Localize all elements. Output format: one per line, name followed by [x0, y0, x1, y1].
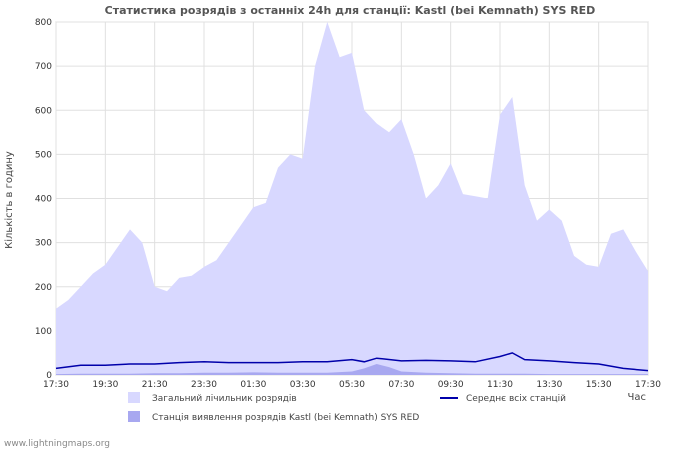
x-tick-label: 17:30	[43, 380, 69, 390]
x-tick-label: 03:30	[290, 380, 316, 390]
y-tick-label: 0	[46, 371, 52, 381]
line-series-2	[55, 352, 649, 372]
y-tick-labels: 0 100 200 300 400 500 600 700 800	[35, 18, 52, 381]
y-tick-label: 100	[35, 327, 52, 337]
x-axis-label: Час	[628, 392, 646, 403]
y-tick-label: 800	[35, 18, 52, 28]
x-tick-label: 07:30	[388, 380, 414, 390]
legend-label: Станція виявлення розрядів Kastl (bei Ke…	[152, 413, 419, 423]
y-tick-label: 300	[35, 239, 52, 249]
legend-label: Середнє всіх станцій	[466, 394, 566, 404]
legend-swatch	[128, 392, 140, 403]
y-tick-label: 500	[35, 150, 52, 160]
x-tick-label: 19:30	[92, 380, 118, 390]
x-tick-label: 17:30	[635, 380, 661, 390]
y-axis-label: Кількість в годину	[3, 151, 15, 249]
legend-swatch	[128, 411, 140, 422]
legend: Загальний лічильник розрядів Станція вияв…	[128, 392, 566, 423]
area-series-1	[56, 364, 648, 375]
legend-label: Загальний лічильник розрядів	[152, 394, 297, 404]
x-tick-label: 11:30	[487, 380, 513, 390]
x-tick-label: 13:30	[536, 380, 562, 390]
x-tick-labels: 17:30 19:30 21:30 23:30 01:30 03:30 05:30 07:30…	[43, 380, 661, 390]
y-tick-label: 400	[35, 195, 52, 205]
x-tick-label: 09:30	[438, 380, 464, 390]
series-group	[55, 22, 649, 375]
area-series-0	[56, 22, 648, 375]
x-tick-label: 01:30	[240, 380, 266, 390]
y-tick-label: 700	[35, 62, 52, 72]
x-tick-label: 21:30	[142, 380, 168, 390]
y-tick-label: 600	[35, 106, 52, 116]
x-tick-label: 05:30	[339, 380, 365, 390]
y-tick-label: 200	[35, 283, 52, 293]
x-tick-label: 15:30	[586, 380, 612, 390]
x-tick-label: 23:30	[191, 380, 217, 390]
chart-title: Статистика розрядів з останніх 24h для с…	[105, 4, 596, 17]
footer-text: www.lightningmaps.org	[4, 439, 110, 449]
